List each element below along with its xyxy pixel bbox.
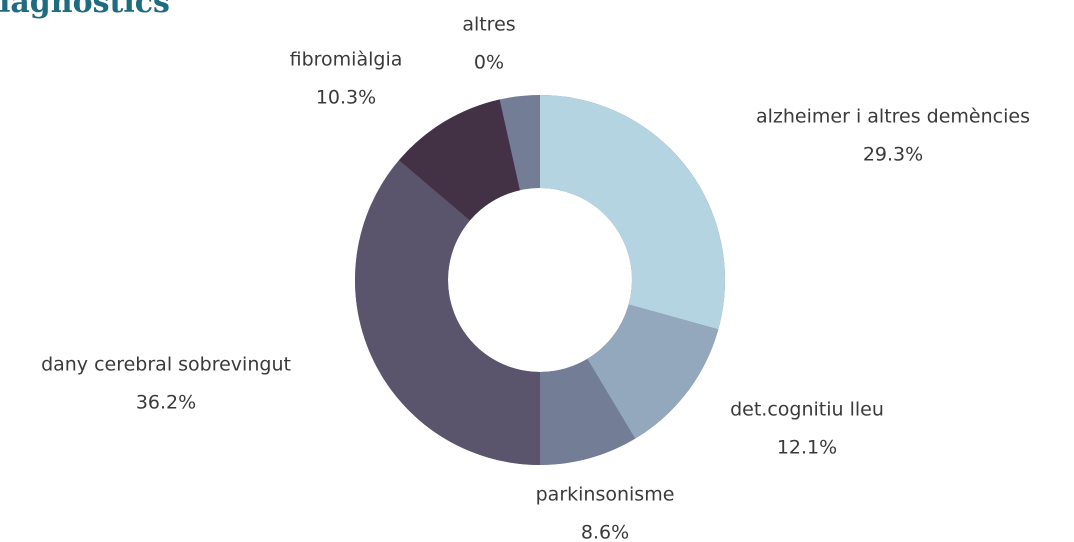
slice-label: alzheimer i altres demències — [756, 106, 1030, 128]
donut-slice — [540, 95, 725, 330]
slice-label: det.cognitiu lleu — [730, 399, 884, 421]
slice-value: 8.6% — [581, 522, 629, 542]
slice-value: 12.1% — [777, 437, 837, 459]
slice-label: dany cerebral sobrevingut — [41, 354, 291, 376]
donut-slice — [398, 99, 520, 221]
slice-value: 36.2% — [136, 392, 196, 414]
slice-label: fibromiàlgia — [290, 49, 403, 71]
chart-title: diagnostics — [0, 0, 170, 20]
donut-slice — [355, 160, 540, 465]
donut-slice — [540, 358, 636, 465]
donut-slice — [587, 304, 719, 439]
slice-label: parkinsonisme — [536, 484, 675, 506]
slice-value: 0% — [474, 52, 504, 74]
slice-value: 29.3% — [863, 144, 923, 166]
slice-value: 10.3% — [316, 87, 376, 109]
slice-label: altres — [462, 14, 515, 36]
